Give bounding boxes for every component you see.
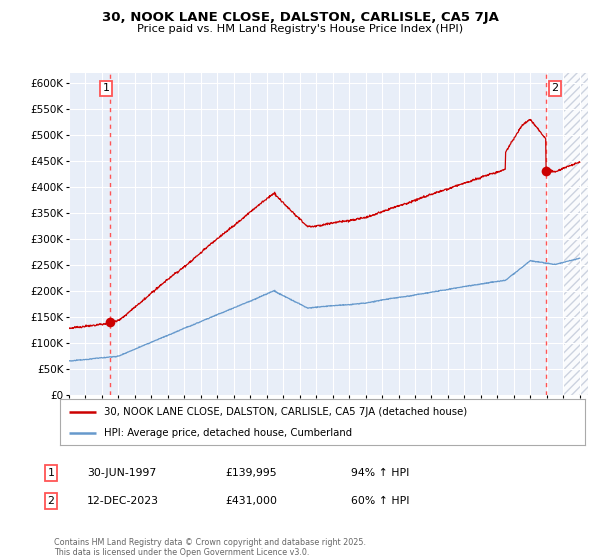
Text: 1: 1 <box>47 468 55 478</box>
Text: 1: 1 <box>103 83 110 94</box>
Text: 94% ↑ HPI: 94% ↑ HPI <box>351 468 409 478</box>
Text: 12-DEC-2023: 12-DEC-2023 <box>87 496 159 506</box>
Text: £431,000: £431,000 <box>225 496 277 506</box>
Text: 60% ↑ HPI: 60% ↑ HPI <box>351 496 409 506</box>
Bar <box>563 73 588 395</box>
Text: 2: 2 <box>551 83 559 94</box>
Bar <box>563 73 588 395</box>
Text: 30, NOOK LANE CLOSE, DALSTON, CARLISLE, CA5 7JA (detached house): 30, NOOK LANE CLOSE, DALSTON, CARLISLE, … <box>104 407 467 417</box>
Text: HPI: Average price, detached house, Cumberland: HPI: Average price, detached house, Cumb… <box>104 428 352 438</box>
Text: 30-JUN-1997: 30-JUN-1997 <box>87 468 156 478</box>
Text: Contains HM Land Registry data © Crown copyright and database right 2025.
This d: Contains HM Land Registry data © Crown c… <box>54 538 366 557</box>
Text: £139,995: £139,995 <box>225 468 277 478</box>
Text: 30, NOOK LANE CLOSE, DALSTON, CARLISLE, CA5 7JA: 30, NOOK LANE CLOSE, DALSTON, CARLISLE, … <box>101 11 499 24</box>
Text: Price paid vs. HM Land Registry's House Price Index (HPI): Price paid vs. HM Land Registry's House … <box>137 24 463 34</box>
Text: 2: 2 <box>47 496 55 506</box>
